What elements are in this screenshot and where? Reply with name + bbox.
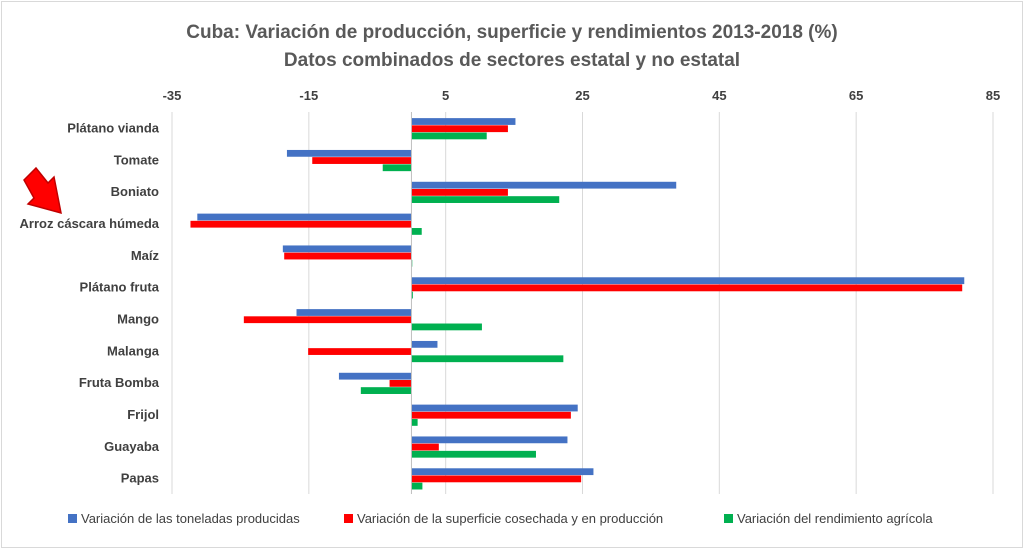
legend-swatch — [724, 514, 733, 523]
gridlines — [171, 112, 994, 494]
x-axis-ticks: -35 -15 5 25 45 65 85 — [163, 88, 1001, 103]
x-tick-label: 5 — [442, 88, 449, 103]
bar — [411, 450, 536, 458]
legend: Variación de las toneladas producidas Var… — [68, 511, 933, 526]
bar — [286, 149, 412, 157]
chart-subtitle: Datos combinados de sectores estatal y n… — [284, 50, 740, 71]
chart-title: Cuba: Variación de producción, superfici… — [186, 22, 837, 43]
x-tick-label: 85 — [986, 88, 1000, 103]
category-label: Frijol — [127, 407, 159, 422]
legend-item: Variación del rendimiento agrícola — [724, 511, 933, 526]
category-label: Boniato — [111, 184, 159, 199]
bar — [411, 436, 568, 444]
bar — [411, 475, 582, 483]
category-label: Arroz cáscara húmeda — [20, 216, 160, 231]
category-label: Fruta Bomba — [79, 375, 160, 390]
bar — [308, 348, 412, 355]
bar — [411, 284, 963, 292]
category-label: Plátano fruta — [80, 280, 160, 295]
legend-label: Variación del rendimiento agrícola — [737, 511, 933, 526]
bar — [411, 125, 508, 133]
category-label: Plátano vianda — [67, 120, 160, 135]
category-labels: Plátano vianda Tomate Boniato Arroz cáscara… — [20, 120, 160, 485]
legend-label: Variación de las toneladas producidas — [81, 511, 300, 526]
x-tick-label: -35 — [163, 88, 182, 103]
bar — [411, 181, 677, 189]
category-label: Malanga — [107, 343, 160, 358]
bar — [411, 291, 413, 299]
bar — [411, 482, 423, 490]
category-label: Tomate — [114, 152, 159, 167]
bar — [411, 277, 965, 285]
bar — [411, 188, 508, 196]
bar — [338, 372, 412, 380]
bar — [411, 196, 560, 203]
bar — [197, 213, 412, 221]
bar — [389, 379, 412, 387]
bar — [411, 118, 516, 125]
x-tick-label: 25 — [575, 88, 589, 103]
bar — [282, 245, 412, 253]
bars — [190, 118, 965, 490]
bar — [284, 252, 412, 260]
legend-item: Variación de las toneladas producidas — [68, 511, 300, 526]
bar — [411, 132, 487, 140]
bar — [411, 468, 594, 476]
bar — [411, 323, 482, 331]
legend-label: Variación de la superficie cosechada y e… — [357, 511, 663, 526]
bar — [360, 387, 412, 394]
annotation — [23, 166, 62, 215]
bar — [411, 411, 571, 419]
bar — [312, 157, 412, 164]
bar — [411, 443, 439, 451]
bar — [411, 228, 422, 235]
x-tick-label: -15 — [299, 88, 318, 103]
category-label: Maíz — [131, 248, 160, 263]
bar — [190, 220, 412, 228]
category-label: Mango — [117, 311, 159, 326]
bar — [296, 309, 412, 316]
bar — [243, 316, 412, 324]
bar — [411, 340, 438, 348]
category-label: Papas — [121, 471, 159, 486]
bar — [411, 419, 418, 426]
bar — [382, 164, 412, 172]
x-tick-label: 45 — [712, 88, 726, 103]
legend-swatch — [344, 514, 353, 523]
category-label: Guayaba — [104, 439, 160, 454]
legend-swatch — [68, 514, 77, 523]
legend-item: Variación de la superficie cosechada y e… — [344, 511, 663, 526]
bar — [411, 404, 578, 412]
red-arrow-icon — [23, 166, 62, 215]
bar — [411, 355, 564, 363]
x-tick-label: 65 — [849, 88, 863, 103]
